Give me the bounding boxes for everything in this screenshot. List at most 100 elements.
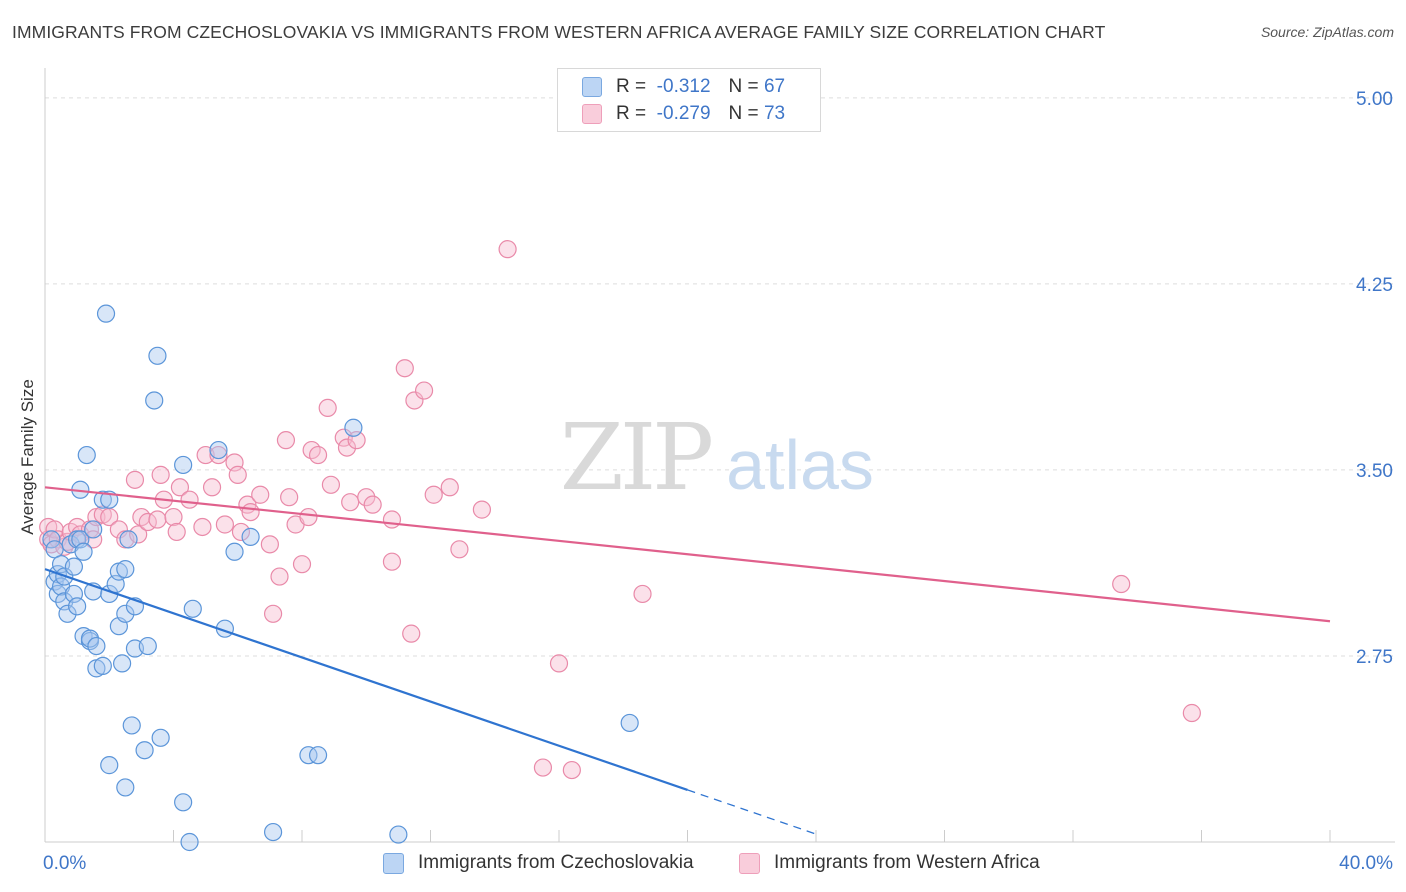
western-africa-point [129, 525, 148, 544]
western-africa-point [109, 520, 128, 539]
watermark-atlas: atlas [726, 426, 874, 504]
czechoslovakia-point [42, 530, 61, 549]
czechoslovakia-point [389, 825, 408, 844]
western-africa-point [202, 478, 222, 497]
czechoslovakia-point [122, 716, 141, 735]
western-africa-point [84, 530, 103, 549]
czechoslovakia-point [80, 629, 100, 648]
western-africa-point [337, 438, 357, 457]
western-africa-point [228, 465, 247, 484]
western-africa-point [321, 475, 341, 494]
y-tick-label: 2.75 [1356, 647, 1393, 668]
western-africa-point [440, 478, 459, 497]
y-axis-label: Average Family Size [18, 379, 37, 535]
czechoslovakia-point [174, 793, 193, 812]
czechoslovakia-point [145, 391, 164, 410]
western-africa-point [167, 522, 186, 542]
czechoslovakia-point [84, 520, 103, 539]
czechoslovakia-point [116, 604, 135, 623]
bottom-legend-label: Immigrants from Czechoslovakia [418, 852, 694, 873]
western-africa-trend-line [44, 486, 1331, 623]
czechoslovakia-trend-line-extension [687, 789, 817, 835]
czechoslovakia-point [174, 455, 193, 475]
legend-r-value: -0.279 [656, 103, 711, 124]
y-tick-label: 4.25 [1356, 275, 1393, 296]
axes [44, 68, 1395, 843]
czechoslovakia-point [93, 656, 112, 675]
y-tick-labels: 2.75 3.50 4.25 5.00 [1356, 89, 1393, 668]
czechoslovakia-point [64, 557, 84, 576]
western-africa-point [148, 510, 167, 529]
y-tick-label: 3.50 [1356, 461, 1393, 482]
legend-swatch-pink [582, 104, 602, 124]
western-africa-point [357, 488, 376, 507]
legend-swatch-blue [582, 77, 602, 97]
western-africa-point [308, 445, 328, 465]
x-tick-labels: 0.0% 40.0% [43, 853, 1393, 874]
y-tick-label: 5.00 [1356, 89, 1393, 110]
legend-n-label: N = [728, 76, 759, 97]
western-africa-point [299, 507, 318, 527]
czechoslovakia-point [180, 832, 199, 852]
czechoslovakia-point [263, 822, 283, 842]
western-africa-point [270, 567, 289, 586]
western-africa-point [292, 555, 312, 574]
bottom-legend-swatch-pink [739, 852, 760, 874]
watermark: ZIP atlas [560, 404, 874, 511]
legend-r-value: -0.312 [656, 76, 711, 97]
legend-row-czechoslovakia: R = -0.312 N = 67 [582, 74, 785, 100]
czechoslovakia-point [299, 746, 318, 765]
czechoslovakia-point [151, 728, 170, 747]
western-africa-point [633, 584, 652, 604]
bottom-legend-western-africa: Immigrants from Western Africa [739, 852, 1040, 874]
x-tick-label: 40.0% [1339, 853, 1393, 874]
czechoslovakia-point [344, 418, 363, 437]
bottom-legend-label: Immigrants from Western Africa [774, 852, 1040, 873]
legend-n-value: 73 [763, 103, 786, 124]
western-africa-point [260, 535, 279, 554]
western-africa-point [498, 240, 517, 259]
czechoslovakia-point [58, 604, 77, 623]
czechoslovakia-points [42, 304, 639, 852]
western-africa-point [424, 485, 443, 504]
czechoslovakia-trend-line [44, 568, 688, 791]
western-africa-point [280, 488, 299, 507]
western-africa-point [450, 540, 469, 559]
bottom-legend-swatch-blue [383, 852, 404, 874]
czechoslovakia-point [77, 445, 96, 465]
czechoslovakia-point [96, 304, 116, 323]
western-africa-point [241, 502, 260, 522]
czechoslovakia-point [87, 636, 106, 656]
legend-n-label: N = [728, 103, 759, 124]
czechoslovakia-point [112, 654, 132, 673]
correlation-legend: R = -0.312 N = 67 R = -0.279 N = 73 [557, 68, 821, 132]
czechoslovakia-point [119, 530, 138, 549]
western-africa-point [170, 478, 190, 497]
western-africa-point [341, 493, 360, 512]
western-africa-point [276, 431, 296, 450]
czechoslovakia-point [225, 542, 244, 561]
western-africa-point [549, 654, 569, 673]
western-africa-point [382, 510, 402, 529]
western-africa-point [363, 495, 382, 514]
western-africa-point [180, 490, 199, 509]
western-africa-point [209, 445, 228, 465]
czechoslovakia-point [116, 778, 135, 797]
czechoslovakia-point [135, 741, 154, 760]
gridlines [45, 97, 1395, 657]
czechoslovakia-point [68, 597, 87, 616]
western-africa-point [1112, 574, 1131, 594]
western-africa-point [318, 398, 337, 418]
trend-lines [44, 486, 1331, 835]
czechoslovakia-point [100, 756, 119, 775]
source-credit: Source: ZipAtlas.com [1260, 24, 1394, 40]
western-africa-point [1182, 703, 1201, 723]
western-africa-point [533, 758, 553, 777]
western-africa-point [472, 500, 491, 519]
western-africa-point [193, 517, 212, 537]
legend-r-label: R = [616, 76, 647, 97]
watermark-zip: ZIP [560, 404, 711, 511]
western-africa-point [231, 522, 251, 542]
legend-n-value: 67 [763, 76, 786, 97]
